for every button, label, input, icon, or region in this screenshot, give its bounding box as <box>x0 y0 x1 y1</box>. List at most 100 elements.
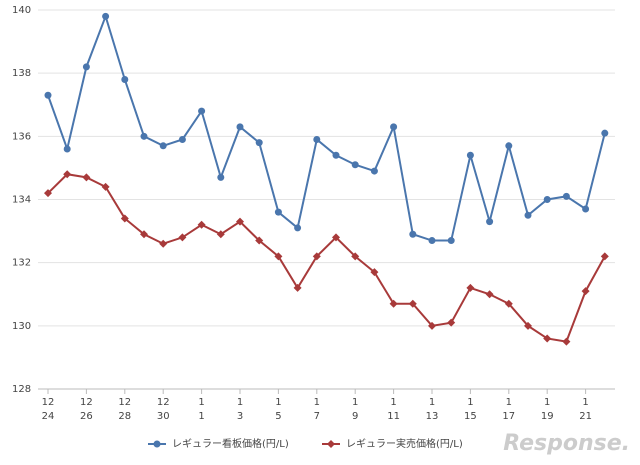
data-point <box>178 233 187 242</box>
data-point <box>82 173 91 182</box>
data-point <box>236 217 244 226</box>
data-point <box>44 189 52 198</box>
watermark: Response. <box>503 431 630 456</box>
data-point <box>63 145 71 153</box>
data-point <box>543 334 552 343</box>
data-point <box>466 151 474 159</box>
data-point <box>313 135 321 143</box>
data-point <box>428 321 436 330</box>
data-point <box>255 236 264 245</box>
y-tick-label: 136 <box>12 131 31 142</box>
data-point <box>351 252 360 261</box>
y-tick-label: 140 <box>12 5 31 16</box>
x-tick-label: 12 <box>157 397 170 408</box>
data-point <box>409 230 417 238</box>
data-point <box>601 129 609 137</box>
x-tick-label: 19 <box>541 411 554 422</box>
data-point <box>581 287 590 296</box>
data-point <box>390 123 398 131</box>
x-tick-label: 1 <box>275 397 281 408</box>
data-point <box>466 283 475 292</box>
data-point <box>351 161 359 169</box>
data-point <box>236 123 244 131</box>
legend-label: レギュラー実売価格(円/L) <box>346 437 463 450</box>
x-tick-label: 5 <box>275 411 281 422</box>
data-point <box>293 283 302 292</box>
x-tick-label: 13 <box>426 411 439 422</box>
y-tick-label: 128 <box>12 384 31 395</box>
data-point <box>504 299 513 308</box>
y-tick-label: 134 <box>12 195 31 206</box>
data-point <box>486 218 494 226</box>
x-tick-label: 1 <box>198 397 204 408</box>
data-point <box>255 139 263 147</box>
data-point <box>332 151 340 159</box>
x-tick-label: 17 <box>502 411 515 422</box>
x-tick-label: 7 <box>314 411 320 422</box>
data-point <box>216 230 225 239</box>
series-line <box>47 173 606 343</box>
data-point <box>447 318 456 327</box>
x-tick-label: 30 <box>157 411 170 422</box>
data-point <box>600 252 609 261</box>
data-point <box>178 135 186 143</box>
data-point <box>159 239 168 248</box>
x-tick-label: 1 <box>237 397 243 408</box>
x-tick-label: 12 <box>80 397 93 408</box>
legend-marker <box>153 440 161 448</box>
data-point <box>159 142 167 150</box>
x-tick-label: 1 <box>467 397 473 408</box>
x-tick-label: 1 <box>352 397 358 408</box>
data-point <box>562 192 570 200</box>
x-tick-label: 15 <box>464 411 477 422</box>
y-tick-label: 138 <box>12 68 31 79</box>
x-tick-label: 21 <box>579 411 592 422</box>
data-point <box>274 208 282 216</box>
data-point <box>44 91 52 99</box>
data-point <box>63 170 72 179</box>
data-point <box>198 107 206 115</box>
data-point <box>140 132 148 140</box>
legend-label: レギュラー看板価格(円/L) <box>172 437 289 450</box>
data-point <box>447 237 455 245</box>
x-tick-label: 12 <box>42 397 55 408</box>
x-tick-label: 1 <box>506 397 512 408</box>
series-line <box>47 13 606 242</box>
data-point <box>102 12 110 20</box>
data-point <box>562 337 571 346</box>
data-point <box>485 290 494 299</box>
x-tick-label: 1 <box>314 397 320 408</box>
data-point <box>101 182 110 191</box>
x-tick-label: 9 <box>352 411 358 422</box>
legend-marker <box>327 440 335 448</box>
data-point <box>332 233 340 242</box>
data-point <box>82 63 90 71</box>
data-point <box>524 211 532 219</box>
y-tick-label: 132 <box>12 258 31 269</box>
data-point <box>524 321 532 330</box>
x-tick-label: 26 <box>80 411 93 422</box>
data-point <box>120 214 129 223</box>
data-point <box>140 230 148 239</box>
data-point <box>505 142 513 150</box>
x-tick-label: 24 <box>42 411 55 422</box>
data-point <box>294 224 302 232</box>
data-point <box>543 196 551 203</box>
data-point <box>217 173 225 181</box>
x-tick-label: 1 <box>198 411 204 422</box>
data-point <box>197 220 206 229</box>
data-point <box>312 252 321 261</box>
data-point <box>370 167 378 175</box>
x-tick-label: 3 <box>237 411 243 422</box>
x-tick-label: 12 <box>118 397 131 408</box>
data-point <box>370 268 379 277</box>
data-point <box>274 252 283 261</box>
data-point <box>408 299 417 308</box>
x-tick-label: 11 <box>387 411 400 422</box>
x-tick-label: 28 <box>118 411 131 422</box>
x-tick-label: 1 <box>582 397 588 408</box>
x-tick-label: 1 <box>390 397 396 408</box>
data-point <box>428 237 436 245</box>
x-tick-label: 1 <box>429 397 435 408</box>
